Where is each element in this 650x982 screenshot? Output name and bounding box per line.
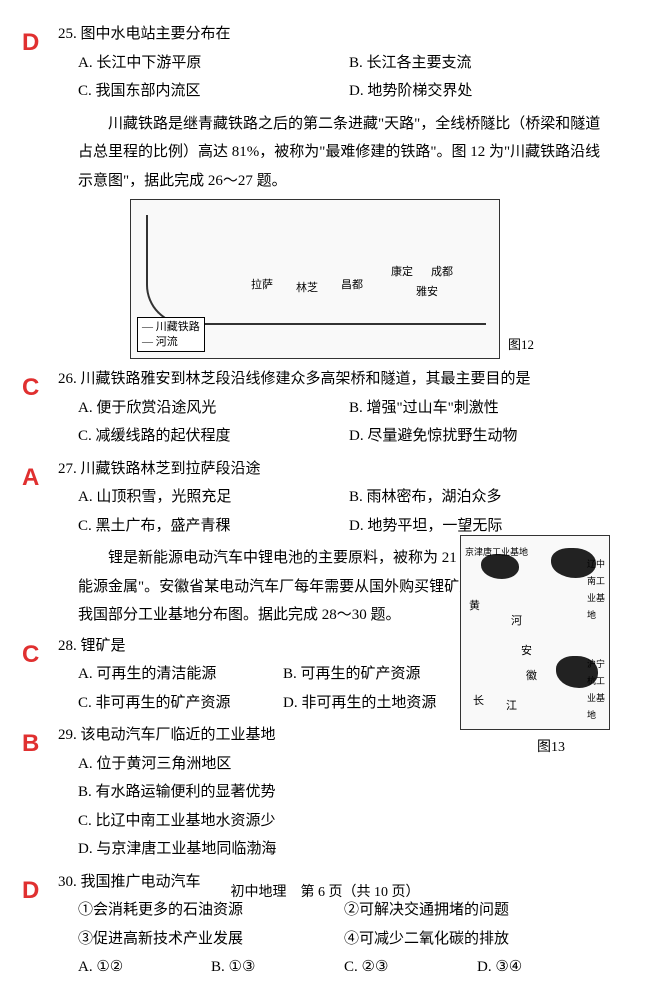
stem-text: 图中水电站主要分布在 — [81, 26, 231, 42]
option-d: D. 与京津唐工业基地同临渤海 — [78, 835, 610, 864]
answer-mark: C — [22, 365, 39, 411]
option-b: B. 可再生的矿产资源 — [283, 660, 478, 689]
options: A. 山顶积雪，光照充足 B. 雨林密布，湖泊众多 C. 黑土广布，盛产青稞 D… — [20, 483, 610, 540]
question-number: 29. — [58, 727, 77, 743]
city-kangding: 康定 — [391, 262, 413, 283]
stem-text: 川藏铁路林芝到拉萨段沿途 — [81, 461, 261, 477]
question-number: 27. — [58, 461, 77, 477]
page-footer: 初中地理 第 6 页（共 10 页） — [0, 880, 650, 907]
question-25: D 25. 图中水电站主要分布在 A. 长江中下游平原 B. 长江各主要支流 C… — [20, 20, 610, 106]
question-number: 28. — [58, 638, 77, 654]
options: A. 便于欣赏沿途风光 B. 增强"过山车"刺激性 C. 减缓线路的起伏程度 D… — [20, 394, 610, 451]
options: A. ①② B. ①③ C. ②③ D. ③④ — [20, 953, 610, 982]
figure-12: 拉萨 林芝 昌都 康定 成都 雅安 — 川藏铁路 — 河流 图12 — [130, 199, 500, 359]
city-chengdu: 成都 — [431, 262, 453, 283]
legend-rail: — 川藏铁路 — [142, 320, 200, 334]
answer-mark: A — [22, 455, 39, 501]
river-label: 黄 — [469, 596, 480, 617]
question-26: C 26. 川藏铁路雅安到林芝段沿线修建众多高架桥和隧道，其最主要目的是 A. … — [20, 365, 610, 451]
question-stem: 26. 川藏铁路雅安到林芝段沿线修建众多高架桥和隧道，其最主要目的是 — [20, 365, 610, 394]
question-29: B 29. 该电动汽车厂临近的工业基地 A. 位于黄河三角洲地区 B. 有水路运… — [20, 721, 610, 864]
stem-text: 锂矿是 — [81, 638, 126, 654]
option-b: B. 有水路运输便利的显著优势 — [78, 778, 610, 807]
option-a: A. 可再生的清洁能源 — [78, 660, 273, 689]
option-c: C. 我国东部内流区 — [78, 77, 339, 106]
option-d: D. ③④ — [477, 953, 610, 982]
option-b: B. ①③ — [211, 953, 344, 982]
option-c: C. 黑土广布，盛产青稞 — [78, 512, 339, 541]
question-28: C 28. 锂矿是 A. 可再生的清洁能源 B. 可再生的矿产资源 C. 非可再… — [20, 632, 610, 718]
question-number: 25. — [58, 26, 77, 42]
map-legend: — 川藏铁路 — 河流 — [137, 317, 205, 352]
figure-12-label: 图12 — [508, 333, 534, 358]
option-c: C. 非可再生的矿产资源 — [78, 689, 273, 718]
option-c: C. 减缓线路的起伏程度 — [78, 422, 339, 451]
city-yaan: 雅安 — [416, 282, 438, 303]
river-label: 河 — [511, 611, 522, 632]
city-linzhi: 林芝 — [296, 278, 318, 299]
city-changdu: 昌都 — [341, 275, 363, 296]
question-stem: 25. 图中水电站主要分布在 — [20, 20, 610, 49]
option-a: A. 便于欣赏沿途风光 — [78, 394, 339, 423]
question-stem: 29. 该电动汽车厂临近的工业基地 — [20, 721, 610, 750]
legend-river: — 河流 — [142, 335, 200, 349]
option-d: D. 非可再生的土地资源 — [283, 689, 478, 718]
option-a: A. ①② — [78, 953, 211, 982]
question-number: 26. — [58, 371, 77, 387]
answer-mark: C — [22, 632, 39, 678]
options: A. 可再生的清洁能源 B. 可再生的矿产资源 C. 非可再生的矿产资源 D. … — [20, 660, 610, 717]
statement-4: ④可减少二氧化碳的排放 — [344, 925, 610, 954]
options: A. 位于黄河三角洲地区 B. 有水路运输便利的显著优势 C. 比辽中南工业基地… — [20, 750, 610, 864]
stem-text: 该电动汽车厂临近的工业基地 — [81, 727, 276, 743]
question-stem: 27. 川藏铁路林芝到拉萨段沿途 — [20, 455, 610, 484]
option-b: B. 增强"过山车"刺激性 — [349, 394, 610, 423]
question-stem: 28. 锂矿是 — [20, 632, 610, 661]
option-d: D. 尽量避免惊扰野生动物 — [349, 422, 610, 451]
answer-mark: B — [22, 721, 39, 767]
passage-1: 川藏铁路是继青藏铁路之后的第二条进藏"天路"，全线桥隧比（桥梁和隧道占总里程的比… — [20, 110, 610, 196]
city-lasa: 拉萨 — [251, 275, 273, 296]
region-label: 京津唐工业基地 — [465, 544, 528, 561]
option-c: C. 比辽中南工业基地水资源少 — [78, 807, 610, 836]
statement-3: ③促进高新技术产业发展 — [78, 925, 344, 954]
answer-mark: D — [22, 20, 39, 66]
option-c: C. ②③ — [344, 953, 477, 982]
region-label: 辽中南工业基地 — [587, 556, 607, 624]
option-a: A. 位于黄河三角洲地区 — [78, 750, 610, 779]
option-a: A. 山顶积雪，光照充足 — [78, 483, 339, 512]
option-b: B. 雨林密布，湖泊众多 — [349, 483, 610, 512]
option-d: D. 地势阶梯交界处 — [349, 77, 610, 106]
option-b: B. 长江各主要支流 — [349, 49, 610, 78]
question-27: A 27. 川藏铁路林芝到拉萨段沿途 A. 山顶积雪，光照充足 B. 雨林密布，… — [20, 455, 610, 541]
option-a: A. 长江中下游平原 — [78, 49, 339, 78]
stem-text: 川藏铁路雅安到林芝段沿线修建众多高架桥和隧道，其最主要目的是 — [81, 371, 531, 387]
options: A. 长江中下游平原 B. 长江各主要支流 C. 我国东部内流区 D. 地势阶梯… — [20, 49, 610, 106]
